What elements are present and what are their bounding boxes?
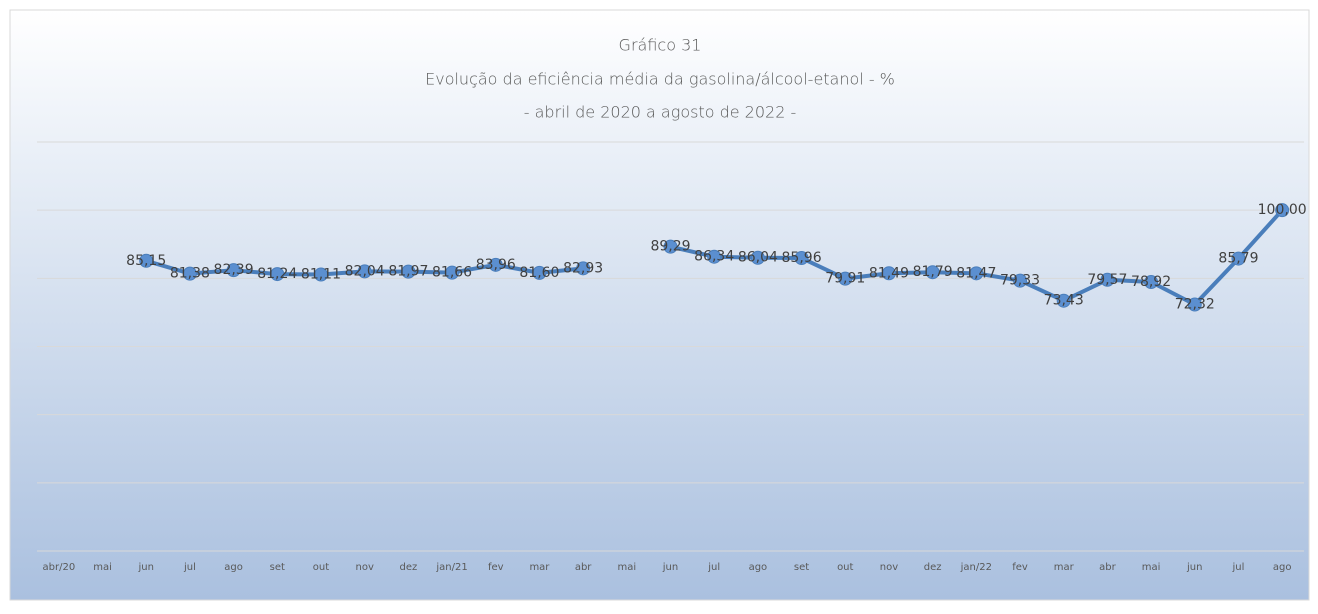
x-tick-label: jul — [183, 562, 196, 573]
data-label: 89,29 — [650, 239, 690, 255]
point — [925, 265, 940, 280]
point — [838, 271, 853, 286]
data-label: 83,96 — [476, 257, 516, 273]
data-label: 79,33 — [1000, 273, 1040, 289]
point — [794, 251, 809, 266]
x-tick-label: out — [313, 562, 329, 573]
data-label: 86,34 — [694, 249, 734, 265]
point — [401, 264, 416, 279]
data-label: 85,96 — [782, 250, 822, 266]
x-tick-label: jul — [707, 562, 720, 573]
data-label: 78,92 — [1131, 274, 1171, 290]
point — [182, 266, 197, 281]
x-tick-label: nov — [880, 562, 898, 573]
data-label: 81,79 — [913, 264, 953, 280]
data-label: 85,15 — [126, 253, 166, 269]
x-tick-label: ago — [1273, 562, 1292, 573]
x-tick-label: mai — [617, 562, 636, 573]
data-label: 81,49 — [869, 265, 909, 281]
x-tick-label: jun — [137, 562, 153, 573]
point — [139, 253, 154, 268]
data-label: 79,91 — [825, 271, 865, 287]
data-label: 72,32 — [1175, 297, 1215, 313]
x-tick-label: jun — [1186, 562, 1202, 573]
point — [1056, 293, 1071, 308]
x-tick-label: abr — [1099, 562, 1116, 573]
data-label: 81,11 — [301, 267, 341, 283]
chart-title: Gráfico 31 — [619, 36, 702, 55]
point — [1187, 297, 1202, 312]
x-tick-label: dez — [399, 562, 417, 573]
point — [488, 257, 503, 272]
x-tick-label: set — [794, 562, 809, 573]
data-label: 82,04 — [345, 263, 385, 279]
x-tick-label: abr/20 — [43, 562, 76, 573]
data-label: 79,57 — [1087, 272, 1127, 288]
point — [750, 250, 765, 265]
point — [881, 266, 896, 281]
x-tick-label: fev — [488, 562, 504, 573]
data-label: 86,04 — [738, 250, 778, 266]
x-tick-label: mai — [1142, 562, 1161, 573]
data-label: 81,47 — [956, 265, 996, 281]
point — [576, 261, 591, 276]
point — [532, 265, 547, 280]
point — [663, 239, 678, 254]
data-label: 81,60 — [519, 265, 559, 281]
x-tick-label: mar — [529, 562, 550, 573]
x-tick-label: mar — [1054, 562, 1075, 573]
x-tick-label: fev — [1012, 562, 1028, 573]
data-label: 100,00 — [1258, 202, 1307, 218]
point — [1231, 251, 1246, 266]
x-tick-label: out — [837, 562, 853, 573]
x-tick-label: ago — [224, 562, 243, 573]
data-label: 82,93 — [563, 260, 603, 276]
x-tick-label: jul — [1232, 562, 1245, 573]
point — [1275, 203, 1290, 218]
chart-subtitle: - abril de 2020 a agosto de 2022 - — [524, 103, 797, 122]
x-tick-label: dez — [924, 562, 942, 573]
x-tick-label: set — [270, 562, 285, 573]
point — [270, 267, 285, 282]
x-tick-label: ago — [749, 562, 768, 573]
point — [357, 264, 372, 279]
x-tick-label: jan/21 — [435, 562, 467, 573]
point — [707, 249, 722, 264]
x-tick-label: mai — [93, 562, 112, 573]
point — [226, 263, 241, 278]
point — [1013, 273, 1028, 288]
data-label: 81,97 — [388, 264, 428, 280]
point — [1144, 275, 1159, 290]
chart-area — [9, 9, 1310, 601]
x-tick-label: jun — [662, 562, 678, 573]
data-label: 73,43 — [1044, 293, 1084, 309]
data-label: 82,39 — [214, 262, 254, 278]
data-label: 81,24 — [257, 266, 297, 282]
data-label: 81,66 — [432, 265, 472, 281]
x-tick-label: nov — [355, 562, 373, 573]
data-label: 81,38 — [170, 266, 210, 282]
x-tick-label: jan/22 — [960, 562, 992, 573]
point — [445, 265, 460, 280]
point — [1100, 272, 1115, 287]
data-label: 85,79 — [1218, 251, 1258, 267]
chart-subtitle: Evolução da eficiência média da gasolina… — [425, 70, 895, 89]
point — [313, 267, 328, 282]
x-tick-label: abr — [575, 562, 592, 573]
point — [969, 266, 984, 281]
